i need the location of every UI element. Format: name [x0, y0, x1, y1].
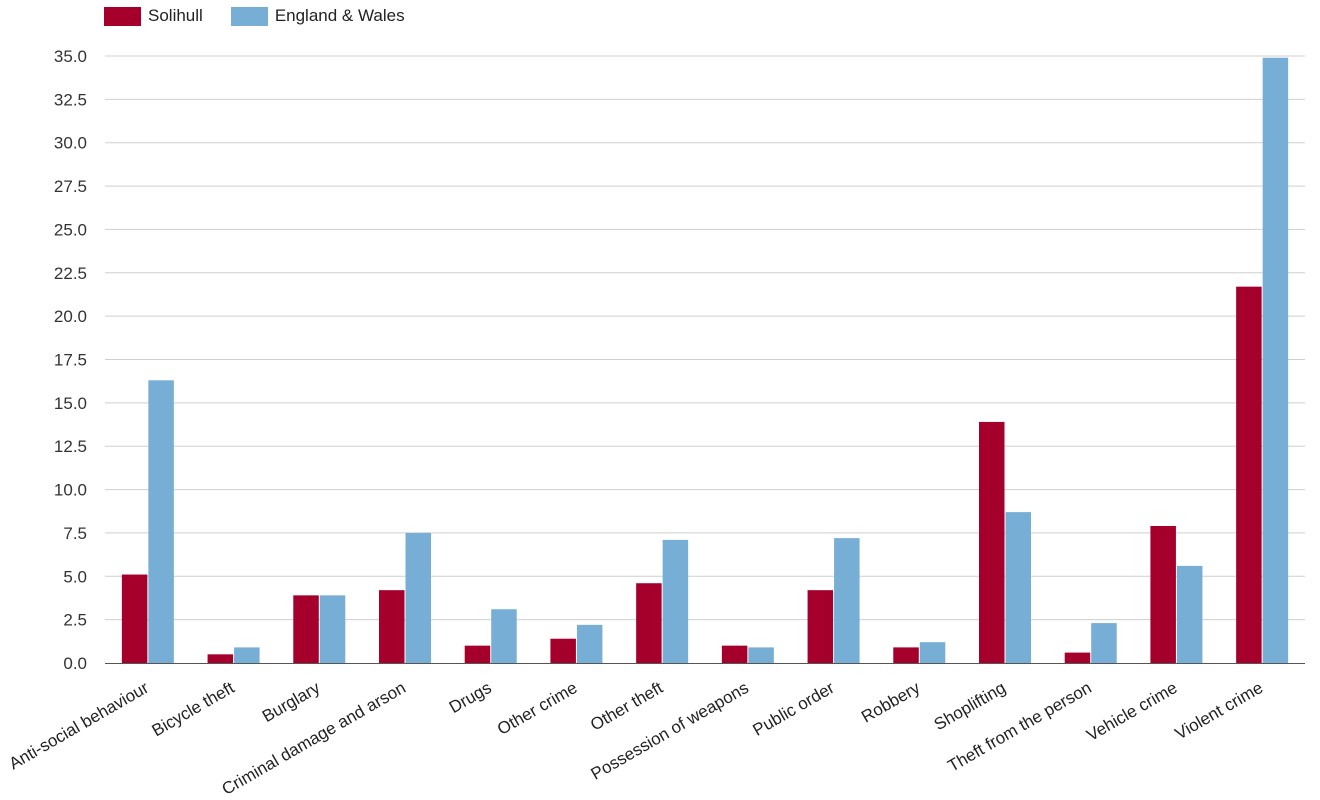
legend-item-solihull[interactable]: Solihull — [104, 6, 203, 26]
bar-england-wales[interactable] — [919, 642, 946, 663]
bar-england-wales[interactable] — [148, 380, 174, 663]
x-tick-label: Robbery — [858, 678, 924, 727]
y-tick-label: 7.5 — [63, 524, 87, 543]
y-tick-label: 27.5 — [54, 177, 87, 196]
legend-label-solihull: Solihull — [148, 6, 203, 25]
legend-swatch-england-wales — [230, 6, 268, 26]
bar-solihull[interactable] — [464, 645, 491, 663]
x-tick-label: Other crime — [494, 678, 580, 739]
bar-england-wales[interactable] — [1005, 512, 1032, 663]
legend-label-england-wales: England & Wales — [274, 6, 405, 25]
x-tick-label: Anti-social behaviour — [6, 678, 152, 774]
bar-england-wales[interactable] — [234, 647, 260, 663]
bar-solihull[interactable] — [293, 595, 319, 663]
x-tick-label: Violent crime — [1172, 678, 1266, 743]
bar-solihull[interactable] — [1064, 652, 1091, 663]
y-tick-label: 2.5 — [63, 611, 87, 630]
bar-solihull[interactable] — [379, 590, 405, 663]
chart-legend: Solihull England & Wales — [104, 6, 433, 26]
bar-england-wales[interactable] — [1091, 623, 1117, 663]
y-tick-label: 35.0 — [54, 47, 87, 66]
y-tick-label: 22.5 — [54, 264, 87, 283]
x-tick-label: Theft from the person — [944, 678, 1094, 776]
bar-england-wales[interactable] — [834, 538, 860, 663]
bar-solihull[interactable] — [121, 574, 148, 663]
x-tick-label: Bicycle theft — [149, 678, 238, 740]
bar-solihull[interactable] — [721, 645, 748, 663]
bar-england-wales[interactable] — [319, 595, 346, 663]
y-tick-label: 30.0 — [54, 134, 87, 153]
bar-solihull[interactable] — [550, 638, 576, 663]
legend-item-england-wales[interactable]: England & Wales — [230, 6, 405, 26]
bar-england-wales[interactable] — [576, 624, 603, 663]
bar-england-wales[interactable] — [1176, 565, 1203, 663]
x-tick-label: Possession of weapons — [588, 678, 752, 784]
y-tick-label: 20.0 — [54, 307, 87, 326]
y-tick-label: 15.0 — [54, 394, 87, 413]
x-tick-label: Burglary — [259, 678, 324, 726]
y-tick-label: 25.0 — [54, 220, 87, 239]
bar-solihull[interactable] — [207, 654, 234, 663]
bar-solihull[interactable] — [1236, 286, 1262, 663]
bar-solihull[interactable] — [807, 590, 834, 663]
y-tick-label: 10.0 — [54, 481, 87, 500]
bar-england-wales[interactable] — [1262, 57, 1289, 663]
y-tick-label: 5.0 — [63, 567, 87, 586]
y-tick-label: 17.5 — [54, 351, 87, 370]
x-tick-label: Vehicle crime — [1083, 678, 1180, 745]
bar-solihull[interactable] — [979, 421, 1005, 663]
y-tick-label: 0.0 — [63, 654, 87, 673]
x-tick-label: Other theft — [587, 678, 666, 735]
bar-england-wales[interactable] — [748, 647, 774, 663]
bar-england-wales[interactable] — [491, 609, 517, 663]
bar-solihull[interactable] — [1150, 525, 1176, 663]
bar-solihull[interactable] — [893, 647, 919, 663]
bar-england-wales[interactable] — [662, 539, 689, 663]
x-tick-label: Drugs — [446, 678, 495, 717]
legend-swatch-solihull — [104, 6, 141, 26]
y-tick-label: 32.5 — [54, 90, 87, 109]
x-tick-label: Shoplifting — [931, 678, 1009, 734]
x-tick-label: Public order — [750, 678, 838, 740]
bar-england-wales[interactable] — [405, 532, 432, 663]
y-tick-label: 12.5 — [54, 437, 87, 456]
bar-solihull[interactable] — [636, 583, 662, 663]
